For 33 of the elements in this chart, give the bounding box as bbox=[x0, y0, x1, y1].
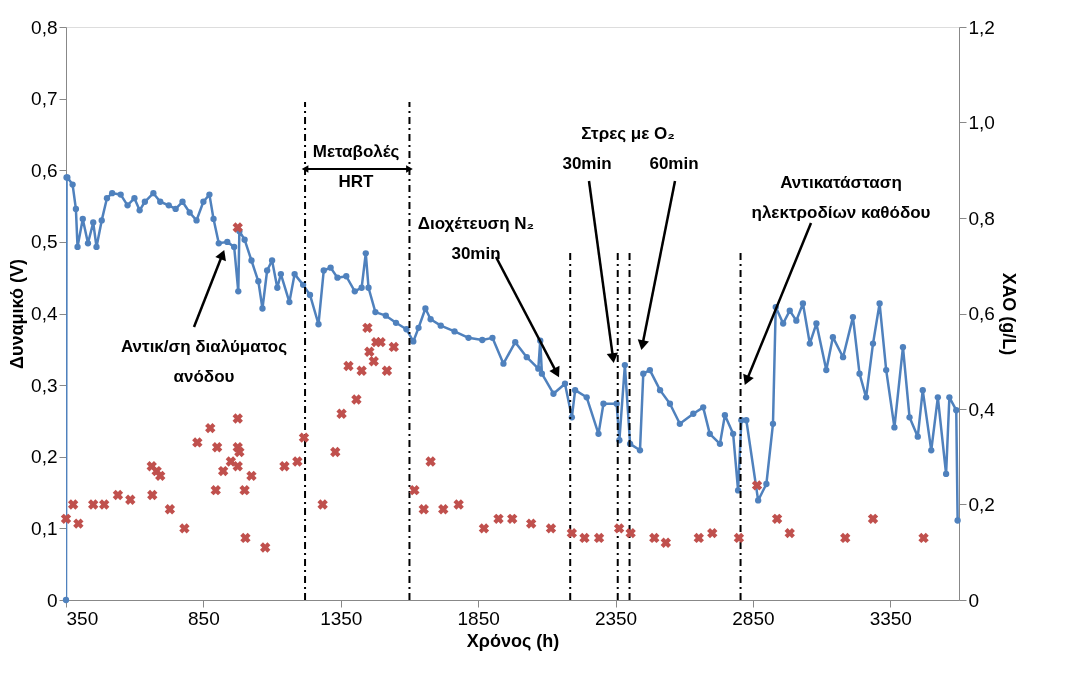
y-tick-label: 0,6 bbox=[31, 159, 58, 181]
x-tick-label: 2350 bbox=[594, 607, 638, 629]
y2-tick-label: 0,8 bbox=[968, 207, 995, 229]
annotation: Αντικ/ση διαλύματος ανόδου bbox=[120, 337, 288, 386]
x-tick-label: 1350 bbox=[320, 607, 363, 629]
y-tick-label: 0,8 bbox=[31, 16, 58, 38]
y-tick-label: 0,5 bbox=[31, 231, 58, 253]
y-axis-title: Δυναμικό (V) bbox=[7, 259, 28, 369]
x-axis-title: Χρόνος (h) bbox=[466, 630, 560, 651]
y2-tick-label: 1,2 bbox=[968, 16, 995, 38]
y2-axis-title: ΧΑΟ (g/L) bbox=[998, 272, 1019, 356]
annotation: Μεταβολές HRT bbox=[312, 142, 400, 191]
x-tick-label: 2850 bbox=[732, 607, 775, 629]
x-tick-label: 3350 bbox=[869, 607, 912, 629]
annotation: Αντικατάσταση ηλεκτροδίων καθόδου bbox=[751, 173, 931, 222]
x-tick-label: 1850 bbox=[457, 607, 500, 629]
annotation: Διοχέτευση N₂ 30min bbox=[417, 214, 535, 263]
x-tick-label: 350 bbox=[66, 607, 99, 629]
y-tick-label: 0,7 bbox=[31, 88, 58, 110]
y2-tick-label: 0,2 bbox=[968, 494, 995, 515]
y2-tick-label: 0,6 bbox=[968, 303, 995, 324]
annotation: 60min bbox=[649, 154, 699, 173]
y2-tick-label: 0 bbox=[968, 589, 980, 611]
y-tick-label: 0,2 bbox=[31, 446, 58, 468]
y2-tick-label: 0,4 bbox=[968, 398, 996, 420]
annotation: 30min bbox=[562, 154, 612, 173]
y-tick-label: 0,4 bbox=[31, 303, 58, 324]
y-tick-label: 0,3 bbox=[31, 374, 58, 396]
y2-tick-label: 1,0 bbox=[968, 112, 995, 133]
annotation: Στρες με O₂ bbox=[581, 124, 675, 143]
y-tick-label: 0,1 bbox=[31, 517, 58, 539]
x-tick-label: 850 bbox=[188, 607, 220, 629]
y-tick-label: 0 bbox=[46, 589, 58, 611]
